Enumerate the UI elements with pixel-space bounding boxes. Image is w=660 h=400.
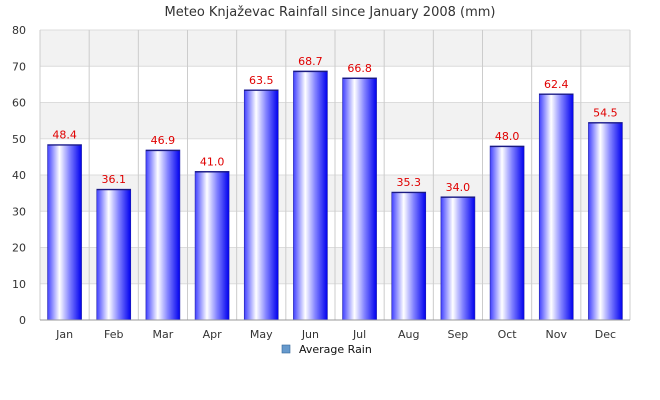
chart-title: Meteo Knjaževac Rainfall since January 2… — [165, 5, 496, 20]
x-tick-label-may: May — [250, 328, 273, 341]
data-label-aug: 35.3 — [397, 176, 422, 189]
bar-jun — [293, 70, 328, 321]
y-tick-label: 30 — [12, 205, 26, 218]
x-tick-label-oct: Oct — [498, 328, 518, 341]
bar-may — [243, 89, 279, 321]
data-label-sep: 34.0 — [446, 181, 471, 194]
data-label-may: 63.5 — [249, 74, 274, 87]
bars — [47, 70, 623, 321]
data-labels: 48.4 36.1 46.9 41.0 63.5 68.7 66.8 35.3 34.0 48.0… — [52, 55, 617, 194]
data-label-jan: 48.4 — [52, 129, 77, 142]
data-label-jun: 68.7 — [298, 55, 323, 68]
x-tick-label-mar: Mar — [153, 328, 174, 341]
x-tick-label-sep: Sep — [448, 328, 469, 341]
y-tick-label: 70 — [12, 60, 26, 73]
x-tick-label-nov: Nov — [546, 328, 568, 341]
x-tick-label-jun: Jun — [301, 328, 319, 341]
y-axis-ticks: 0 10 20 30 40 50 60 70 80 — [12, 24, 26, 327]
x-tick-label-apr: Apr — [203, 328, 223, 341]
data-label-nov: 62.4 — [544, 78, 569, 91]
data-label-jul: 66.8 — [347, 62, 372, 75]
y-tick-label: 60 — [12, 97, 26, 110]
data-label-feb: 36.1 — [102, 173, 127, 186]
bar-nov — [538, 93, 574, 321]
y-tick-label: 10 — [12, 278, 26, 291]
data-label-apr: 41.0 — [200, 155, 225, 168]
y-tick-label: 20 — [12, 242, 26, 255]
bar-dec — [588, 122, 623, 321]
bar-mar — [145, 149, 181, 321]
legend: Average Rain — [281, 343, 372, 356]
bar-feb — [96, 188, 132, 321]
y-tick-label: 40 — [12, 169, 26, 182]
bar-oct — [489, 145, 525, 321]
data-label-mar: 46.9 — [151, 134, 176, 147]
x-tick-label-jan: Jan — [55, 328, 73, 341]
y-tick-label: 50 — [12, 133, 26, 146]
bar-apr — [194, 171, 230, 321]
bar-aug — [391, 191, 427, 321]
bar-sep — [440, 196, 476, 321]
x-tick-label-jul: Jul — [352, 328, 366, 341]
bar-jan — [47, 144, 82, 321]
x-tick-label-aug: Aug — [398, 328, 419, 341]
x-tick-label-feb: Feb — [104, 328, 123, 341]
legend-marker-average-rain — [281, 344, 291, 354]
data-label-oct: 48.0 — [495, 130, 520, 143]
legend-label-average-rain: Average Rain — [299, 343, 372, 356]
x-axis-ticks: Jan Feb Mar Apr May Jun Jul Aug Sep Oct Nov Dec — [55, 328, 616, 341]
data-label-dec: 54.5 — [593, 106, 618, 119]
y-tick-label: 0 — [19, 314, 26, 327]
x-tick-label-dec: Dec — [595, 328, 616, 341]
bar-jul — [342, 77, 377, 321]
y-tick-label: 80 — [12, 24, 26, 37]
